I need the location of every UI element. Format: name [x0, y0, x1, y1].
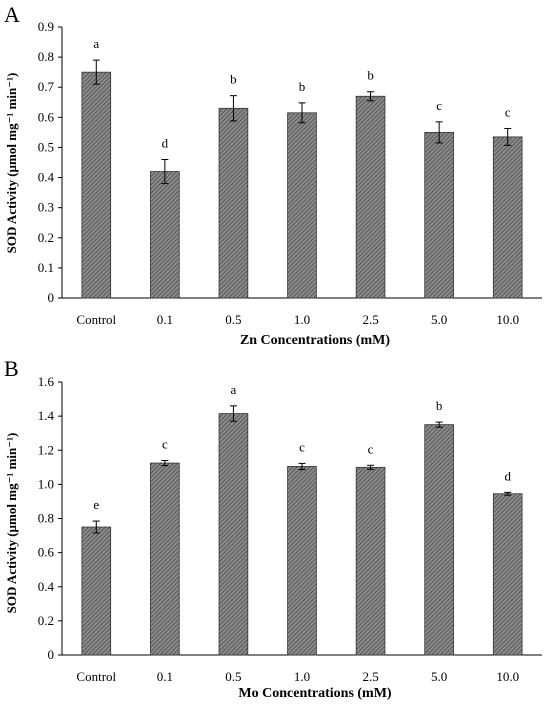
panel-b-y-tick-label: 0.4 [38, 579, 55, 594]
panel-b-y-tick-label: 1.4 [38, 408, 55, 423]
panel-b-label: B [4, 356, 19, 381]
panel-a-y-tick-label: 0.7 [38, 79, 55, 94]
panel-a-significance-letter: a [93, 36, 99, 51]
panel-a-bar [287, 112, 317, 299]
panel-a-significance-letter: b [230, 72, 237, 87]
panel-b-category-label: 5.0 [431, 669, 447, 684]
panel-a: A SOD Activity (µmol mg⁻¹ min⁻¹) Zn Conc… [4, 2, 542, 348]
panel-a-bar [424, 131, 454, 299]
panel-b-bar [81, 526, 112, 656]
panel-a-bar [81, 71, 112, 299]
panel-a-y-tick-label: 0 [48, 290, 55, 305]
panel-b-category-label: 0.5 [225, 669, 241, 684]
panel-b-bar [492, 493, 523, 656]
panel-a-significance-letter: d [162, 135, 169, 150]
panel-b-bar [355, 466, 386, 656]
panel-a-y-axis-label: SOD Activity (µmol mg⁻¹ min⁻¹) [4, 73, 19, 254]
panel-b-y-tick-label: 0.6 [38, 545, 55, 560]
panel-b-significance-letter: a [231, 382, 237, 397]
panel-a-y-tick-label: 0.4 [38, 170, 55, 185]
panel-b: B SOD Activity (µmol mg⁻¹ min⁻¹) Mo Conc… [4, 356, 542, 701]
panel-a-significance-letter: b [367, 68, 374, 83]
panel-a-x-axis-label: Zn Concentrations (mM) [240, 333, 390, 348]
panel-b-bar [287, 466, 317, 656]
panel-b-significance-letter: d [504, 468, 511, 483]
panel-a-bar [355, 95, 386, 299]
panel-b-category-label: 10.0 [496, 669, 519, 684]
panel-b-significance-letter: c [299, 439, 305, 454]
panel-a-significance-letter: c [505, 104, 511, 119]
panel-b-x-axis-label: Mo Concentrations (mM) [238, 686, 392, 701]
panel-b-significance-letter: e [93, 497, 99, 512]
panel-b-category-label: 0.1 [157, 669, 173, 684]
panel-b-y-tick-label: 0.8 [38, 511, 54, 526]
panel-a-label: A [4, 2, 20, 27]
panel-b-significance-letter: c [368, 441, 374, 456]
panel-b-bar [424, 424, 454, 656]
panel-a-bar [492, 136, 523, 299]
panel-a-category-label: 5.0 [431, 312, 447, 327]
panel-b-plot-area: 0 0.2 0.4 0.6 0.8 1.0 1.2 1.4 1.6 e Control c 0.1 a 0.… [38, 374, 542, 684]
panel-b-significance-letter: b [436, 398, 443, 413]
panel-b-category-label: 1.0 [294, 669, 310, 684]
panel-a-bar [150, 171, 180, 299]
panel-b-significance-letter: c [162, 436, 168, 451]
panel-a-y-tick-label: 0.9 [38, 19, 54, 34]
panel-a-category-label: Control [76, 312, 116, 327]
panel-a-category-label: 2.5 [362, 312, 378, 327]
panel-a-y-tick-label: 0.6 [38, 109, 55, 124]
panel-b-y-tick-label: 0 [48, 647, 55, 662]
panel-a-category-label: 1.0 [294, 312, 310, 327]
panel-b-category-label: 2.5 [362, 669, 378, 684]
panel-a-category-label: 0.5 [225, 312, 241, 327]
panel-b-y-tick-label: 1.0 [38, 476, 54, 491]
panel-a-bar [218, 107, 249, 299]
panel-a-significance-letter: c [436, 98, 442, 113]
panel-a-y-tick-label: 0.5 [38, 139, 54, 154]
panel-b-y-tick-label: 1.6 [38, 374, 55, 389]
panel-a-category-label: 0.1 [157, 312, 173, 327]
panel-a-y-tick-label: 0.1 [38, 260, 54, 275]
panel-a-category-label: 10.0 [496, 312, 519, 327]
panel-b-category-label: Control [76, 669, 116, 684]
panel-a-y-tick-label: 0.8 [38, 49, 54, 64]
panel-a-plot-area: 0 0.1 0.2 0.3 0.4 0.5 0.6 0.7 0.8 0.9 a Control d 0.1… [38, 19, 542, 327]
panel-b-bar [150, 462, 180, 656]
panel-b-bar [218, 413, 249, 656]
panel-b-y-tick-label: 1.2 [38, 442, 54, 457]
panel-a-y-tick-label: 0.2 [38, 230, 54, 245]
panel-a-y-tick-label: 0.3 [38, 200, 54, 215]
panel-a-significance-letter: b [299, 79, 306, 94]
panel-b-y-axis-label: SOD Activity (µmol mg⁻¹ min⁻¹) [4, 433, 19, 614]
panel-b-y-tick-label: 0.2 [38, 613, 54, 628]
